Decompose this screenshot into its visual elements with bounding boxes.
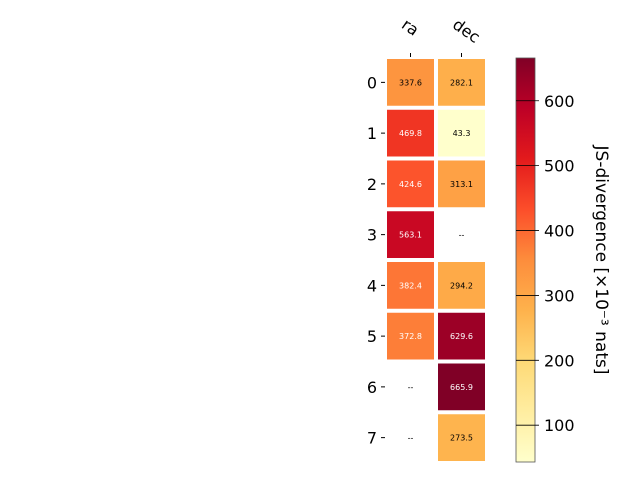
colorbar-tick-label: 500 bbox=[544, 157, 575, 176]
row-label: 7 bbox=[367, 429, 377, 448]
cell-value-label: 372.8 bbox=[399, 332, 422, 341]
cell-value-label: 313.1 bbox=[450, 180, 473, 189]
colorbar-tick-label: 600 bbox=[544, 92, 575, 111]
row-label: 3 bbox=[367, 226, 377, 245]
missing-cell-label: -- bbox=[459, 231, 465, 240]
cell-value-label: 43.3 bbox=[453, 129, 471, 138]
column-label: dec bbox=[449, 15, 483, 47]
colorbar-tick-label: 200 bbox=[544, 351, 575, 370]
row-label: 0 bbox=[367, 73, 377, 92]
cell-value-label: 382.4 bbox=[399, 281, 422, 290]
row-label: 1 bbox=[367, 124, 377, 143]
colorbar-label: JS-divergence [×10⁻³ nats] bbox=[591, 145, 611, 375]
cell-value-label: 337.6 bbox=[399, 78, 422, 87]
column-label: ra bbox=[398, 15, 422, 40]
cell-value-label: 563.1 bbox=[399, 231, 422, 240]
colorbar-tick-label: 400 bbox=[544, 222, 575, 241]
heatmap-cells: 337.6 282.1 469.8 43.3 424.6 313.1 563.1 -- 382.… bbox=[387, 59, 485, 461]
cell-value-label: 273.5 bbox=[450, 434, 473, 443]
colorbar-gradient bbox=[516, 58, 535, 462]
cell-value-label: 294.2 bbox=[450, 281, 473, 290]
colorbar-tick-label: 300 bbox=[544, 286, 575, 305]
row-labels: 0 1 2 3 4 5 6 7 bbox=[367, 73, 385, 447]
row-label: 2 bbox=[367, 175, 377, 194]
row-label: 6 bbox=[367, 378, 377, 397]
missing-cell-label: -- bbox=[408, 434, 414, 443]
missing-cell-label: -- bbox=[408, 383, 414, 392]
colorbar-tick-label: 100 bbox=[544, 416, 575, 435]
cell-value-label: 282.1 bbox=[450, 78, 473, 87]
colorbar bbox=[516, 58, 535, 462]
cell-value-label: 469.8 bbox=[399, 129, 422, 138]
cell-value-label: 629.6 bbox=[450, 332, 473, 341]
cell-value-label: 424.6 bbox=[399, 180, 422, 189]
row-label: 4 bbox=[367, 276, 377, 295]
row-label: 5 bbox=[367, 327, 377, 346]
column-labels: ra dec bbox=[398, 15, 483, 57]
cell-value-label: 665.9 bbox=[450, 383, 473, 392]
